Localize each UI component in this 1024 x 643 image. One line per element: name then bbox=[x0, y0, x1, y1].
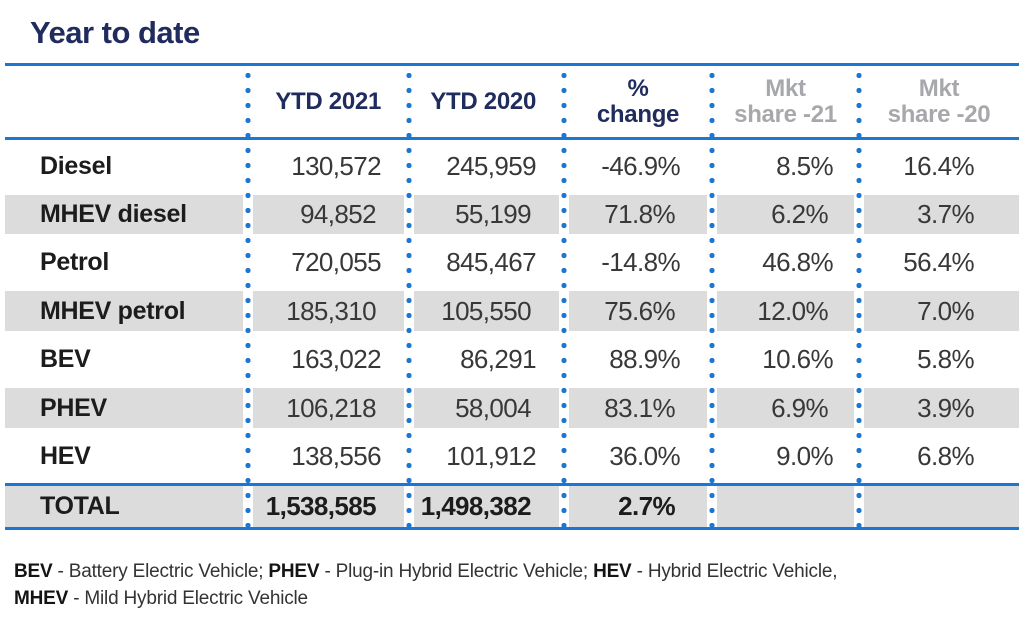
ytd-2021-cell: 163,022 bbox=[291, 344, 381, 374]
data-row-mhev-petrol: MHEV petrol 185,310 105,550 75.6% 12.0% … bbox=[5, 289, 1019, 333]
mkt-share-20-cell: 5.8% bbox=[917, 344, 974, 374]
total-mkt-share-20-cell bbox=[859, 486, 1019, 527]
data-row-petrol: Petrol 720,055 845,467 -14.8% 46.8% 56.4… bbox=[5, 236, 1019, 289]
ytd-2021-cell: 106,218 bbox=[248, 386, 409, 430]
ytd-2020-cell: 845,467 bbox=[446, 247, 536, 277]
total-mkt-share-21-cell bbox=[712, 486, 859, 527]
total-top-rule bbox=[5, 483, 1019, 486]
pct-change-header-lines: % change bbox=[596, 74, 680, 128]
bev-abbr: BEV bbox=[14, 561, 53, 582]
row-label-cell: MHEV petrol bbox=[5, 289, 248, 333]
data-row-mhev-diesel: MHEV diesel 94,852 55,199 71.8% 6.2% 3.7… bbox=[5, 193, 1019, 236]
mkt-share-21-header-lines: Mkt share -21 bbox=[734, 74, 837, 128]
table-top-rule bbox=[5, 63, 1019, 66]
pct-change-line2: change bbox=[596, 100, 680, 128]
total-row: TOTAL 1,538,585 1,498,382 2.7% bbox=[5, 486, 1019, 527]
pct-change-cell: 83.1% bbox=[564, 386, 712, 430]
page-title: Year to date bbox=[30, 15, 200, 50]
mkt-share-21-line1: Mkt bbox=[765, 74, 806, 102]
mkt-share-21-cell: 12.0% bbox=[712, 289, 859, 333]
table-bottom-rule bbox=[5, 527, 1019, 530]
mkt-share-20-cell: 6.8% bbox=[917, 441, 974, 471]
mkt-share-21-cell: 6.9% bbox=[712, 386, 859, 430]
dotted-column-separator bbox=[245, 66, 251, 527]
mkt-share-20-cell: 16.4% bbox=[903, 151, 974, 181]
dotted-column-separator bbox=[709, 66, 715, 527]
mkt-share-21-cell: 8.5% bbox=[776, 151, 833, 181]
header-cell-pct-change: % change bbox=[564, 66, 712, 137]
ytd-2021-cell: 720,055 bbox=[291, 247, 381, 277]
row-label-cell: Petrol bbox=[40, 248, 110, 276]
mkt-share-20-cell: 3.7% bbox=[859, 193, 1019, 236]
mkt-share-21-cell: 10.6% bbox=[762, 344, 833, 374]
ytd-2020-cell: 101,912 bbox=[446, 441, 536, 471]
ytd-2020-cell: 86,291 bbox=[460, 344, 537, 374]
ytd-2021-cell: 138,556 bbox=[291, 441, 381, 471]
total-ytd-2021-cell: 1,538,585 bbox=[248, 486, 409, 527]
ytd-2021-cell: 130,572 bbox=[291, 151, 381, 181]
dotted-column-separator bbox=[856, 66, 862, 527]
mkt-share-20-line2: share -20 bbox=[887, 100, 991, 128]
header-cell-mkt-share-20: Mkt share -20 bbox=[859, 66, 1019, 137]
data-row-bev: BEV 163,022 86,291 88.9% 10.6% 5.8% bbox=[5, 333, 1019, 386]
mkt-share-20-cell: 3.9% bbox=[859, 386, 1019, 430]
ytd-2021-cell: 94,852 bbox=[248, 193, 409, 236]
mkt-share-21-line2: share -21 bbox=[734, 100, 837, 128]
data-row-phev: PHEV 106,218 58,004 83.1% 6.9% 3.9% bbox=[5, 386, 1019, 430]
mkt-share-21-cell: 9.0% bbox=[776, 441, 833, 471]
ytd-2020-cell: 105,550 bbox=[409, 289, 564, 333]
header-cell-ytd-2020: YTD 2020 bbox=[430, 87, 536, 115]
pct-change-cell: 36.0% bbox=[609, 441, 680, 471]
ytd-2020-cell: 55,199 bbox=[409, 193, 564, 236]
header-cell-mkt-share-21: Mkt share -21 bbox=[712, 66, 859, 137]
ytd-2020-cell: 245,959 bbox=[446, 151, 536, 181]
footnote-line-1: BEV - Battery Electric Vehicle; PHEV - P… bbox=[14, 561, 838, 582]
data-row-hev: HEV 138,556 101,912 36.0% 9.0% 6.8% bbox=[5, 430, 1019, 483]
ytd-registrations-table: YTD 2021 YTD 2020 % change Mkt share -21 M… bbox=[5, 63, 1019, 530]
mhev-definition: - Mild Hybrid Electric Vehicle bbox=[68, 588, 308, 609]
row-label-cell: BEV bbox=[40, 345, 91, 373]
phev-abbr: PHEV bbox=[268, 561, 320, 582]
pct-change-cell: -46.9% bbox=[601, 151, 680, 181]
hev-abbr: HEV bbox=[593, 561, 632, 582]
mkt-share-20-cell: 7.0% bbox=[859, 289, 1019, 333]
mkt-share-20-header-lines: Mkt share -20 bbox=[887, 74, 991, 128]
total-ytd-2020-cell: 1,498,382 bbox=[409, 486, 564, 527]
ytd-2021-cell: 185,310 bbox=[248, 289, 409, 333]
row-label-cell: Diesel bbox=[40, 152, 112, 180]
dotted-column-separator bbox=[406, 66, 412, 527]
mhev-abbr: MHEV bbox=[14, 588, 69, 609]
mkt-share-20-cell: 56.4% bbox=[903, 247, 974, 277]
dotted-column-separator bbox=[561, 66, 567, 527]
mkt-share-20-line1: Mkt bbox=[918, 74, 960, 102]
page: Year to date YTD 2021 YTD 2020 % change M… bbox=[0, 16, 1024, 643]
mkt-share-21-cell: 46.8% bbox=[762, 247, 833, 277]
table-header-row: YTD 2021 YTD 2020 % change Mkt share -21 M… bbox=[5, 66, 1019, 137]
ytd-2020-cell: 58,004 bbox=[409, 386, 564, 430]
pct-change-line1: % bbox=[627, 74, 649, 102]
header-cell-ytd-2021: YTD 2021 bbox=[275, 87, 381, 115]
pct-change-cell: 71.8% bbox=[564, 193, 712, 236]
pct-change-cell: 88.9% bbox=[609, 344, 680, 374]
bev-definition: - Battery Electric Vehicle; bbox=[52, 561, 269, 582]
phev-definition: - Plug-in Hybrid Electric Vehicle; bbox=[319, 561, 594, 582]
header-cell-empty bbox=[5, 66, 248, 137]
data-row-diesel: Diesel 130,572 245,959 -46.9% 8.5% 16.4% bbox=[5, 140, 1019, 193]
row-label-cell: PHEV bbox=[5, 386, 248, 430]
footnote-line-2: MHEV - Mild Hybrid Electric Vehicle bbox=[14, 588, 308, 609]
abbreviation-footnote: BEV - Battery Electric Vehicle; PHEV - P… bbox=[14, 558, 1014, 612]
total-label-cell: TOTAL bbox=[5, 486, 248, 527]
row-label-cell: MHEV diesel bbox=[5, 193, 248, 236]
total-pct-change-cell: 2.7% bbox=[564, 486, 712, 527]
header-bottom-rule bbox=[5, 137, 1019, 140]
row-label-cell: HEV bbox=[40, 442, 91, 470]
pct-change-cell: -14.8% bbox=[601, 247, 680, 277]
hev-definition: - Hybrid Electric Vehicle, bbox=[631, 561, 838, 582]
mkt-share-21-cell: 6.2% bbox=[712, 193, 859, 236]
pct-change-cell: 75.6% bbox=[564, 289, 712, 333]
